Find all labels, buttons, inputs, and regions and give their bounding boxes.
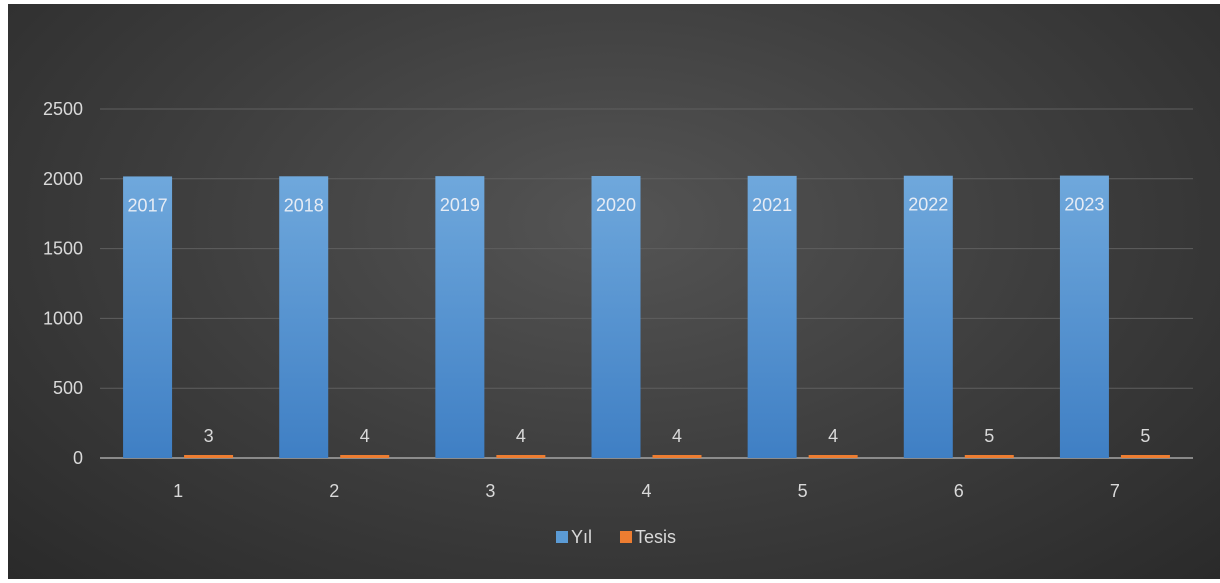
data-label-yil-3: 2019 [440,195,480,215]
x-tick-label-5: 5 [798,481,808,501]
data-labels: 2017 3 2018 4 2019 4 2020 4 2021 4 2022 5 2023 5 [128,195,1151,446]
data-label-tesis-3: 4 [516,426,526,446]
bar-yil-7 [1059,175,1109,458]
bar-yil-5 [747,175,797,458]
data-label-tesis-2: 4 [360,426,370,446]
x-tick-label-3: 3 [485,481,495,501]
legend-swatch-tesis [620,531,632,543]
bars [123,175,1170,459]
bar-tesis-7 [1120,455,1170,458]
chart-area: 0 500 1000 1500 2000 2500 1 2 3 4 5 6 7 2017 3 2018 4 20… [8,4,1220,579]
legend: Yıl Tesis [556,527,676,547]
bar-tesis-3 [496,455,546,458]
y-tick-label-1000: 1000 [43,308,83,328]
bar-yil-2 [279,176,329,458]
x-tick-label-6: 6 [954,481,964,501]
y-tick-label-1500: 1500 [43,239,83,259]
data-label-yil-1: 2017 [128,195,168,215]
gridlines [100,108,1193,389]
x-tick-label-7: 7 [1110,481,1120,501]
data-label-tesis-6: 5 [984,426,994,446]
bar-yil-3 [435,176,485,459]
x-tick-label-1: 1 [173,481,183,501]
bar-tesis-2 [340,455,390,458]
data-label-yil-6: 2022 [908,195,948,215]
bar-yil-4 [591,176,641,458]
y-tick-label-500: 500 [53,378,83,398]
data-label-tesis-4: 4 [672,426,682,446]
y-tick-label-0: 0 [73,448,83,468]
data-label-tesis-1: 3 [204,426,214,446]
data-label-yil-7: 2023 [1064,195,1104,215]
bar-tesis-4 [652,455,702,458]
x-tick-label-2: 2 [329,481,339,501]
data-label-tesis-5: 4 [828,426,838,446]
y-tick-label-2000: 2000 [43,169,83,189]
x-tick-label-4: 4 [641,481,651,501]
bar-yil-6 [903,175,953,458]
data-label-yil-2: 2018 [284,195,324,215]
legend-label-tesis: Tesis [635,527,676,547]
legend-swatch-yil [556,531,568,543]
bar-tesis-1 [184,455,234,458]
legend-label-yil: Yıl [571,527,592,547]
data-label-yil-5: 2021 [752,195,792,215]
data-label-tesis-7: 5 [1140,426,1150,446]
bar-tesis-5 [808,455,858,458]
y-tick-label-2500: 2500 [43,99,83,119]
bar-yil-1 [123,176,173,458]
data-label-yil-4: 2020 [596,195,636,215]
bar-tesis-6 [964,455,1014,458]
